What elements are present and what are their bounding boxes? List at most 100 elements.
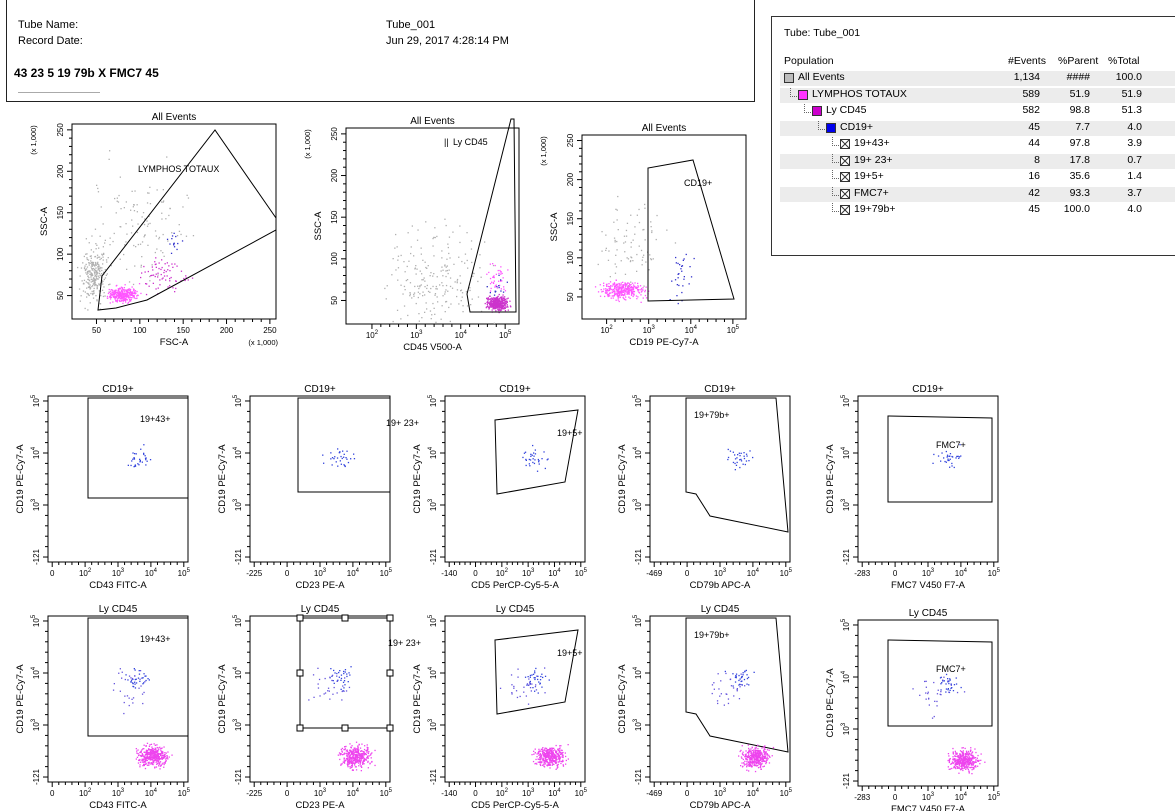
lymphocyte-event-dot — [174, 263, 175, 264]
x-axis-label: CD79b APC-A — [690, 580, 751, 591]
lymphocyte-event-dot — [367, 750, 368, 751]
population-color-swatch[interactable] — [798, 90, 808, 100]
lymphocyte-event-dot — [551, 751, 552, 752]
bcell-event-dot — [145, 680, 146, 681]
lymphocyte-event-dot — [351, 761, 352, 762]
lymphocyte-event-dot — [497, 287, 498, 288]
bcell-event-dot — [714, 689, 715, 690]
population-color-swatch[interactable] — [826, 123, 836, 133]
debris-event-dot — [157, 189, 158, 190]
bcell-event-dot — [337, 681, 338, 682]
y-tick-label: 105 — [633, 394, 643, 407]
hidden-population-checkbox-icon[interactable] — [840, 189, 850, 199]
gate-label: LYMPHOS TOTAUX — [138, 164, 219, 174]
lymphocyte-event-dot — [613, 297, 614, 298]
population-name: FMC7+ — [854, 187, 889, 199]
debris-event-dot — [447, 270, 448, 271]
lymphocyte-event-dot — [540, 765, 541, 766]
bcell-event-dot — [498, 275, 499, 276]
lymphocyte-event-dot — [742, 745, 743, 746]
hidden-population-checkbox-icon[interactable] — [840, 205, 850, 215]
bcell-event-dot — [341, 675, 342, 676]
debris-event-dot — [421, 248, 422, 249]
bcell-event-dot — [712, 684, 713, 685]
debris-event-dot — [418, 297, 419, 298]
lymphocyte-event-dot — [161, 757, 162, 758]
bcell-event-dot — [125, 679, 126, 680]
bcell-event-dot — [516, 690, 517, 691]
lymphocyte-event-dot — [146, 756, 147, 757]
debris-event-dot — [467, 268, 468, 269]
lymphocyte-event-dot — [600, 284, 601, 285]
population-name: 19+ 23+ — [854, 154, 893, 166]
lymphocyte-event-dot — [144, 764, 145, 765]
lymphocyte-event-dot — [773, 747, 774, 748]
debris-event-dot — [387, 285, 388, 286]
y-axis-label: CD19 PE-Cy7-A — [825, 444, 836, 514]
lymphocyte-event-dot — [358, 765, 359, 766]
lymphocyte-event-dot — [970, 750, 971, 751]
lymphocyte-event-dot — [169, 756, 170, 757]
y-tick-label: 103 — [633, 718, 643, 731]
debris-event-dot — [101, 267, 102, 268]
lymphocyte-event-dot — [127, 289, 128, 290]
bcell-event-dot — [730, 451, 731, 452]
bcell-event-dot — [744, 685, 745, 686]
lymphocyte-event-dot — [493, 308, 494, 309]
debris-event-dot — [636, 271, 637, 272]
lymphocyte-event-dot — [490, 306, 491, 307]
debris-event-dot — [93, 283, 94, 284]
debris-event-dot — [419, 286, 420, 287]
lymphocyte-event-dot — [495, 265, 496, 266]
lymphocyte-event-dot — [560, 754, 561, 755]
population-color-swatch[interactable] — [784, 73, 794, 83]
y-tick-label: -121 — [634, 548, 643, 565]
bcell-event-dot — [136, 453, 137, 454]
debris-event-dot — [426, 308, 427, 309]
debris-event-dot — [110, 238, 111, 239]
bcell-event-dot — [336, 676, 337, 677]
bcell-event-dot — [736, 677, 737, 678]
lymphocyte-event-dot — [542, 749, 543, 750]
bcell-event-dot — [344, 684, 345, 685]
hidden-population-checkbox-icon[interactable] — [840, 139, 850, 149]
lymphocyte-event-dot — [139, 760, 140, 761]
lymphocyte-event-dot — [367, 757, 368, 758]
lymphocyte-event-dot — [181, 271, 182, 272]
hidden-population-checkbox-icon[interactable] — [840, 156, 850, 166]
lymphocyte-event-dot — [128, 292, 129, 293]
lymphocyte-event-dot — [551, 754, 552, 755]
population-events: 582 — [996, 104, 1040, 116]
lymphocyte-event-dot — [363, 754, 364, 755]
debris-event-dot — [437, 288, 438, 289]
bcell-event-dot — [322, 455, 323, 456]
lymphocyte-event-dot — [628, 290, 629, 291]
lymphocyte-event-dot — [148, 765, 149, 766]
lymphocyte-event-dot — [113, 296, 114, 297]
bcell-event-dot — [345, 669, 346, 670]
debris-event-dot — [98, 257, 99, 258]
bcell-event-dot — [958, 456, 959, 457]
lymphocyte-event-dot — [123, 293, 124, 294]
debris-event-dot — [171, 232, 172, 233]
hidden-population-checkbox-icon[interactable] — [840, 172, 850, 182]
lymphocyte-event-dot — [155, 760, 156, 761]
bcell-event-dot — [956, 683, 957, 684]
lymphocyte-event-dot — [166, 271, 167, 272]
lymphocyte-event-dot — [153, 283, 154, 284]
population-color-swatch[interactable] — [812, 106, 822, 116]
bcell-event-dot — [145, 455, 146, 456]
lymphocyte-event-dot — [761, 761, 762, 762]
debris-event-dot — [123, 254, 124, 255]
debris-event-dot — [421, 317, 422, 318]
lymphocyte-event-dot — [619, 301, 620, 302]
